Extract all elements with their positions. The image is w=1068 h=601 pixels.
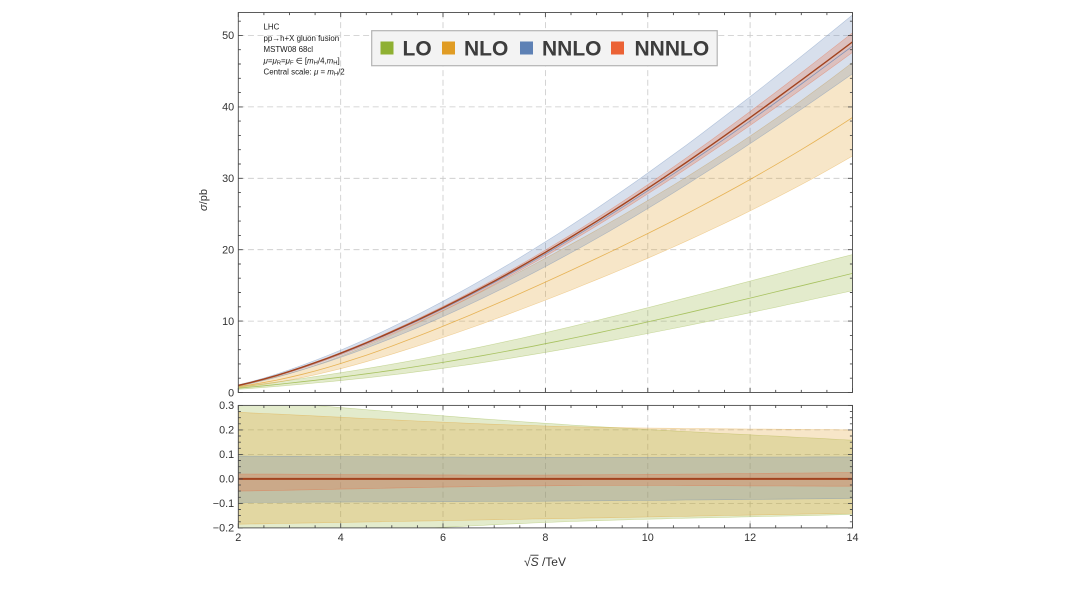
svg-text:6: 6	[440, 532, 446, 544]
svg-text:10: 10	[222, 316, 234, 328]
svg-text:14: 14	[846, 532, 858, 544]
svg-text:−0.2: −0.2	[213, 523, 234, 535]
svg-text:MSTW08 68cl: MSTW08 68cl	[264, 45, 314, 54]
svg-text:σ/pb: σ/pb	[198, 189, 210, 211]
svg-text:LHC: LHC	[264, 23, 280, 32]
svg-text:NNLO: NNLO	[542, 38, 602, 61]
svg-text:NNNLO: NNNLO	[635, 38, 710, 61]
svg-text:0: 0	[228, 387, 234, 399]
svg-text:−0.1: −0.1	[213, 498, 234, 510]
svg-text:30: 30	[222, 173, 234, 185]
svg-text:0.1: 0.1	[219, 449, 234, 461]
svg-text:8: 8	[542, 532, 548, 544]
svg-text:LO: LO	[403, 38, 432, 61]
svg-text:2: 2	[235, 532, 241, 544]
svg-text:0.0: 0.0	[219, 474, 234, 486]
svg-text:0.2: 0.2	[219, 425, 234, 437]
svg-text:50: 50	[222, 30, 234, 42]
svg-text:√S /TeV: √S /TeV	[524, 555, 566, 569]
svg-text:10: 10	[642, 532, 654, 544]
svg-text:12: 12	[744, 532, 756, 544]
svg-text:0.3: 0.3	[219, 400, 234, 412]
svg-text:NLO: NLO	[464, 38, 508, 61]
svg-text:Central scale: μ = mH/2: Central scale: μ = mH/2	[264, 68, 345, 78]
svg-text:40: 40	[222, 102, 234, 114]
svg-text:4: 4	[338, 532, 344, 544]
svg-text:μ=μR=μF ∈ [mH/4,mH]: μ=μR=μF ∈ [mH/4,mH]	[263, 56, 340, 66]
svg-text:20: 20	[222, 245, 234, 257]
svg-text:pp→h+X gluon fusion: pp→h+X gluon fusion	[264, 34, 340, 43]
